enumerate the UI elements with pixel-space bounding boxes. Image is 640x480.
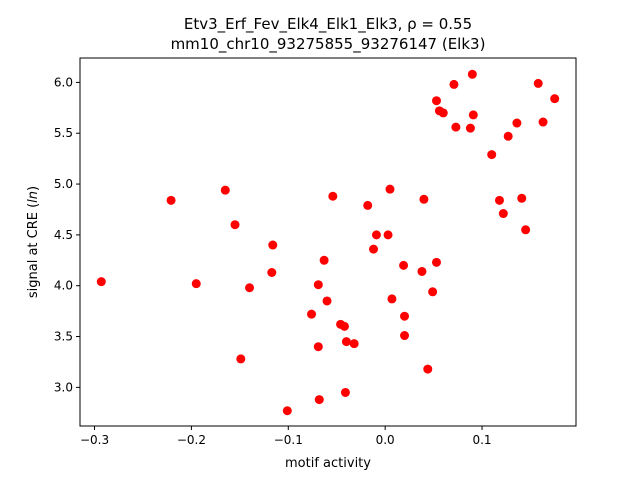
data-point-47 <box>503 131 513 141</box>
x-tick-label-1: −0.2 <box>177 433 206 447</box>
data-point-0 <box>96 277 106 287</box>
data-point-53 <box>550 94 560 104</box>
data-point-12 <box>313 342 323 352</box>
data-point-40 <box>451 122 461 132</box>
data-point-42 <box>467 69 477 79</box>
data-point-27 <box>387 294 397 304</box>
data-point-15 <box>322 296 332 306</box>
data-point-5 <box>236 354 246 364</box>
data-point-1 <box>166 195 176 205</box>
data-point-8 <box>267 268 277 277</box>
data-point-6 <box>245 283 255 293</box>
y-tick-label-2: 4.0 <box>54 279 73 293</box>
chart-title-line2: mm10_chr10_93275855_93276147 (Elk3) <box>171 35 486 54</box>
data-point-13 <box>314 395 324 405</box>
x-tick-label-4: 0.1 <box>472 433 491 447</box>
y-tick-label-3: 4.5 <box>54 228 73 242</box>
data-point-41 <box>465 123 475 133</box>
data-point-25 <box>383 230 393 240</box>
data-point-22 <box>363 200 373 210</box>
data-point-7 <box>268 240 278 250</box>
y-tick-label-1: 3.5 <box>54 330 73 344</box>
data-point-45 <box>494 195 504 205</box>
data-point-19 <box>341 337 351 347</box>
data-point-29 <box>400 311 410 321</box>
data-point-33 <box>423 364 433 374</box>
plot-frame <box>79 57 577 427</box>
data-point-52 <box>538 117 548 127</box>
plot-area <box>80 58 576 426</box>
y-tick-label-6: 6.0 <box>54 75 73 89</box>
data-point-14 <box>319 255 329 265</box>
data-point-39 <box>449 79 459 89</box>
x-tick-label-3: 0.0 <box>376 433 395 447</box>
data-point-26 <box>385 184 395 194</box>
data-point-36 <box>432 96 441 106</box>
data-point-10 <box>307 309 317 319</box>
data-point-49 <box>517 193 527 203</box>
data-point-50 <box>521 225 531 235</box>
data-point-32 <box>419 194 429 204</box>
data-point-28 <box>399 260 409 270</box>
x-tick-label-0: −0.3 <box>80 433 109 447</box>
chart-title-line1: Etv3_Erf_Fev_Elk4_Elk1_Elk3, ρ = 0.55 <box>184 15 472 34</box>
data-point-46 <box>498 209 508 219</box>
y-tick-label-5: 5.5 <box>54 126 73 140</box>
y-axis-ticks: 3.0 3.5 4.0 4.5 5.0 5.5 6.0 <box>54 75 80 394</box>
data-point-11 <box>313 280 323 290</box>
data-point-31 <box>417 266 427 276</box>
data-points <box>96 69 560 416</box>
x-axis-ticks: −0.3 −0.2 −0.1 0.0 0.1 <box>80 426 492 447</box>
y-tick-label-4: 5.0 <box>54 177 73 191</box>
data-point-23 <box>369 244 379 254</box>
y-axis-label: signal at CRE (ln) <box>26 186 41 298</box>
data-point-21 <box>349 339 359 349</box>
data-point-9 <box>282 406 292 416</box>
data-point-24 <box>371 230 381 240</box>
data-point-44 <box>487 150 497 160</box>
x-axis-label: motif activity <box>285 456 371 471</box>
data-point-51 <box>533 78 543 88</box>
data-point-43 <box>468 110 478 120</box>
data-point-2 <box>191 279 201 289</box>
data-point-48 <box>512 118 522 128</box>
data-point-30 <box>400 331 410 341</box>
data-point-34 <box>428 287 438 297</box>
data-point-3 <box>220 185 230 195</box>
x-tick-label-2: −0.1 <box>274 433 303 447</box>
data-point-16 <box>328 191 338 201</box>
data-point-18 <box>339 321 349 331</box>
data-point-35 <box>432 257 441 267</box>
y-tick-label-0: 3.0 <box>54 380 73 394</box>
data-point-20 <box>340 387 350 397</box>
data-point-38 <box>438 108 448 118</box>
data-point-4 <box>230 220 240 230</box>
